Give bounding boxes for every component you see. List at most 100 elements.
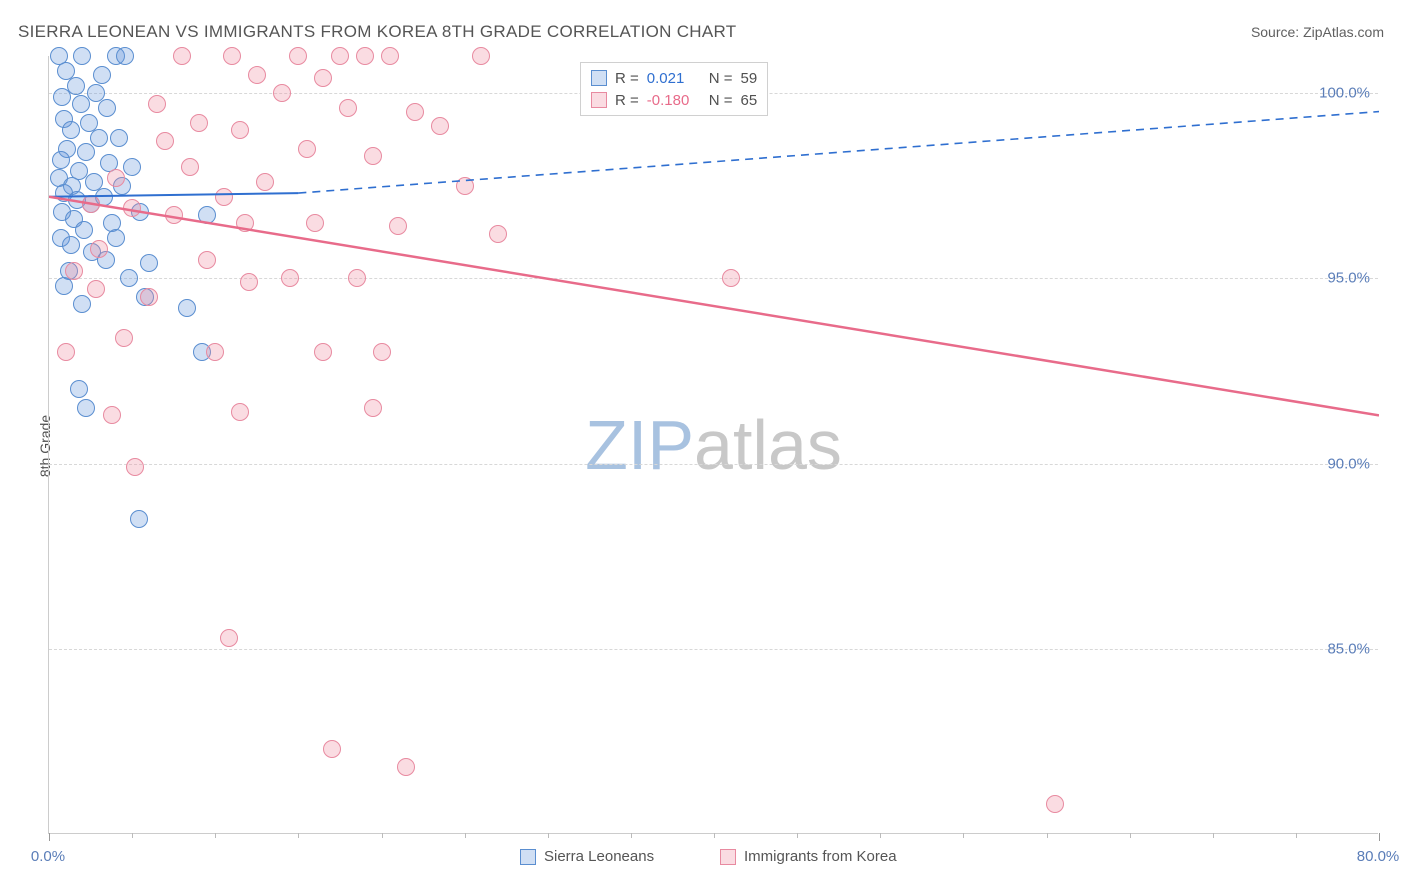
x-tick (382, 833, 383, 838)
data-point (289, 47, 307, 65)
x-tick (49, 833, 50, 841)
source-label: Source: ZipAtlas.com (1251, 24, 1384, 40)
n-label: N = (709, 70, 733, 87)
data-point (389, 217, 407, 235)
correlation-row-a: R = 0.021 N = 59 (591, 67, 757, 89)
data-point (314, 343, 332, 361)
chart-container: SIERRA LEONEAN VS IMMIGRANTS FROM KOREA … (0, 0, 1406, 892)
data-point (223, 47, 241, 65)
x-tick (465, 833, 466, 838)
data-point (120, 269, 138, 287)
data-point (215, 188, 233, 206)
data-point (306, 214, 324, 232)
data-point (77, 399, 95, 417)
data-point (62, 121, 80, 139)
x-tick (714, 833, 715, 838)
data-point (126, 458, 144, 476)
data-point (472, 47, 490, 65)
r-value-b: -0.180 (647, 92, 701, 109)
n-value-a: 59 (741, 70, 758, 87)
data-point (206, 343, 224, 361)
data-point (198, 251, 216, 269)
data-point (77, 143, 95, 161)
x-axis-max-label: 80.0% (1357, 848, 1400, 865)
x-tick (548, 833, 549, 838)
data-point (1046, 795, 1064, 813)
correlation-row-b: R = -0.180 N = 65 (591, 89, 757, 111)
r-label: R = (615, 70, 639, 87)
data-point (281, 269, 299, 287)
x-tick (963, 833, 964, 838)
n-label: N = (709, 92, 733, 109)
data-point (70, 380, 88, 398)
data-point (110, 129, 128, 147)
data-point (65, 262, 83, 280)
data-point (178, 299, 196, 317)
y-tick-label: 100.0% (1319, 85, 1370, 102)
legend-label: Immigrants from Korea (744, 848, 897, 865)
data-point (339, 99, 357, 117)
data-point (156, 132, 174, 150)
data-point (73, 47, 91, 65)
data-point (130, 510, 148, 528)
data-point (75, 221, 93, 239)
watermark: ZIPatlas (585, 405, 842, 485)
r-label: R = (615, 92, 639, 109)
data-point (273, 84, 291, 102)
x-axis-min-label: 0.0% (31, 848, 65, 865)
data-point (107, 229, 125, 247)
data-point (98, 99, 116, 117)
data-point (364, 399, 382, 417)
data-point (220, 629, 238, 647)
x-tick (132, 833, 133, 838)
data-point (231, 121, 249, 139)
x-tick (631, 833, 632, 838)
data-point (323, 740, 341, 758)
data-point (123, 158, 141, 176)
data-point (722, 269, 740, 287)
x-tick (1296, 833, 1297, 838)
data-point (240, 273, 258, 291)
data-point (231, 403, 249, 421)
data-point (72, 95, 90, 113)
data-point (248, 66, 266, 84)
legend-swatch-icon (591, 92, 607, 108)
data-point (93, 66, 111, 84)
data-point (431, 117, 449, 135)
data-point (364, 147, 382, 165)
n-value-b: 65 (741, 92, 758, 109)
data-point (52, 151, 70, 169)
data-point (90, 129, 108, 147)
data-point (57, 343, 75, 361)
data-point (381, 47, 399, 65)
x-tick (1213, 833, 1214, 838)
data-point (90, 240, 108, 258)
x-tick (1130, 833, 1131, 838)
legend-item-series-b: Immigrants from Korea (720, 848, 897, 865)
data-point (62, 236, 80, 254)
plot-area: ZIPatlas 85.0%90.0%95.0%100.0% (48, 56, 1378, 834)
legend-label: Sierra Leoneans (544, 848, 654, 865)
data-point (140, 288, 158, 306)
data-point (115, 329, 133, 347)
x-tick (880, 833, 881, 838)
r-value-a: 0.021 (647, 70, 701, 87)
legend-item-series-a: Sierra Leoneans (520, 848, 654, 865)
data-point (331, 47, 349, 65)
data-point (53, 88, 71, 106)
data-point (489, 225, 507, 243)
data-point (73, 295, 91, 313)
data-point (298, 140, 316, 158)
data-point (406, 103, 424, 121)
data-point (456, 177, 474, 195)
data-point (123, 199, 141, 217)
data-point (173, 47, 191, 65)
data-point (165, 206, 183, 224)
legend-swatch-icon (520, 849, 536, 865)
data-point (373, 343, 391, 361)
data-point (190, 114, 208, 132)
data-point (87, 280, 105, 298)
chart-title: SIERRA LEONEAN VS IMMIGRANTS FROM KOREA … (18, 22, 736, 42)
data-point (148, 95, 166, 113)
y-tick-label: 90.0% (1327, 455, 1370, 472)
